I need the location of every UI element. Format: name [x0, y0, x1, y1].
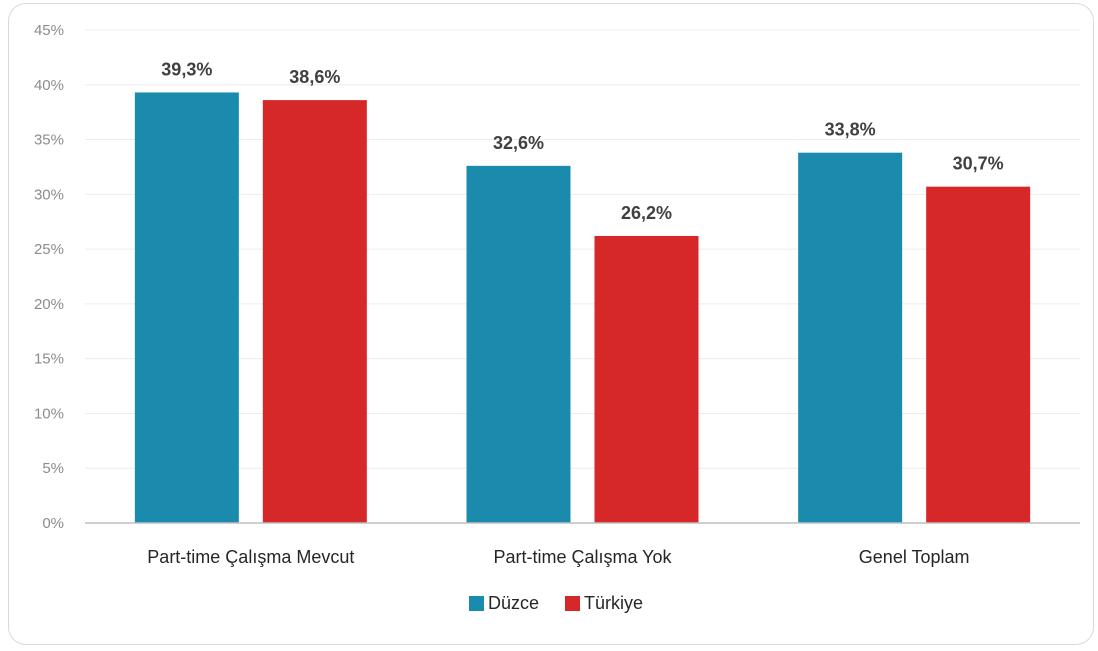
legend-swatch — [565, 596, 580, 611]
y-tick-label: 25% — [34, 241, 64, 258]
bar-d-zce-2 — [798, 152, 903, 524]
data-label: 26,2% — [621, 203, 672, 223]
y-tick-label: 35% — [34, 132, 64, 149]
bar-d-zce-1 — [466, 165, 571, 524]
data-label: 32,6% — [493, 133, 544, 153]
y-tick-label: 5% — [42, 460, 64, 477]
data-label: 33,8% — [825, 120, 876, 140]
y-tick-label: 20% — [34, 296, 64, 313]
bars — [134, 92, 1031, 524]
x-tick-label: Part-time Çalışma Mevcut — [147, 547, 354, 567]
data-labels: 39,3% 38,6% 32,6% 26,2% 33,8% 30,7% — [161, 59, 1003, 223]
legend: Düzce Türkiye — [469, 593, 643, 613]
gridlines — [85, 29, 1080, 469]
data-label: 30,7% — [953, 154, 1004, 174]
y-tick-label: 45% — [34, 22, 64, 39]
x-axis: Part-time Çalışma Mevcut Part-time Çalışm… — [85, 522, 1080, 567]
y-tick-label: 10% — [34, 405, 64, 422]
y-tick-label: 30% — [34, 186, 64, 203]
bar-t-rkiye-0 — [262, 100, 367, 524]
data-label: 38,6% — [289, 67, 340, 87]
y-tick-label: 40% — [34, 77, 64, 94]
y-axis-ticks: 0% 5% 10% 15% 20% 25% 30% 35% 40% 45% — [34, 22, 64, 532]
x-tick-label: Genel Toplam — [859, 547, 970, 567]
bar-d-zce-0 — [134, 92, 239, 524]
x-tick-label: Part-time Çalışma Yok — [493, 547, 672, 567]
legend-label: Türkiye — [584, 593, 643, 613]
data-label: 39,3% — [161, 59, 212, 79]
y-tick-label: 0% — [42, 515, 64, 532]
bar-t-rkiye-2 — [926, 186, 1031, 524]
y-tick-label: 15% — [34, 351, 64, 368]
bar-t-rkiye-1 — [594, 235, 699, 523]
legend-swatch — [469, 596, 484, 611]
legend-label: Düzce — [488, 593, 539, 613]
